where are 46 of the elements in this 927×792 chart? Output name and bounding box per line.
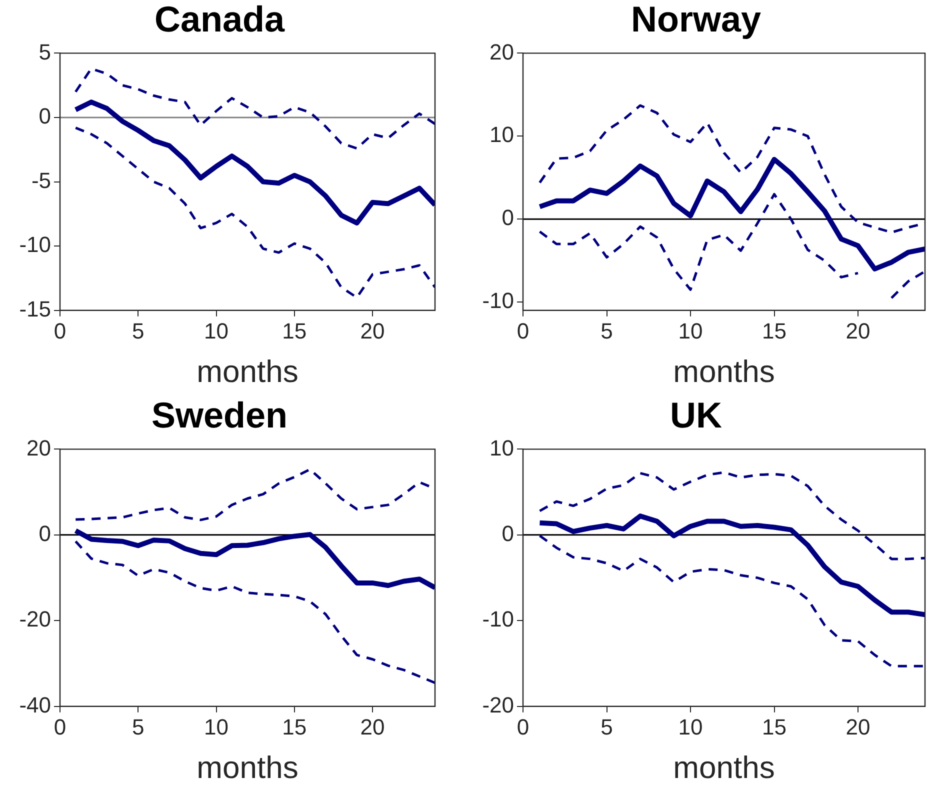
x-tick-label: 15	[762, 318, 786, 344]
x-tick-label: 15	[282, 714, 307, 740]
y-tick-label: -10	[482, 288, 514, 314]
x-tick-label: 10	[204, 714, 228, 740]
chart-title: Sweden	[151, 394, 288, 436]
line-series	[538, 471, 925, 560]
chart-title: Norway	[630, 0, 762, 40]
y-tick-label: -15	[19, 296, 51, 322]
x-tick-label: 10	[678, 318, 703, 344]
x-axis-title: months	[673, 750, 775, 785]
x-axis-title: months	[196, 354, 298, 389]
y-tick-label: -10	[19, 232, 51, 258]
x-tick-label: 5	[600, 714, 613, 740]
y-tick-label: 5	[38, 39, 51, 64]
chart-title: Canada	[154, 0, 286, 40]
x-tick-label: 5	[132, 714, 144, 740]
y-tick-label: 10	[490, 435, 514, 460]
y-tick-label: -20	[19, 606, 51, 632]
x-tick-label: 20	[846, 714, 870, 740]
y-tick-label: -5	[31, 168, 51, 193]
line-series	[538, 534, 925, 668]
y-tick-label: 0	[38, 104, 51, 129]
x-tick-label: 20	[360, 318, 385, 344]
line-series	[74, 67, 435, 150]
y-tick-label: 20	[26, 435, 51, 460]
x-tick-label: 10	[678, 714, 703, 740]
x-tick-label: 10	[204, 318, 228, 344]
x-axis-title: months	[673, 354, 775, 389]
x-axis-title: months	[196, 750, 298, 785]
x-tick-label: 20	[846, 318, 870, 344]
x-tick-label: 15	[282, 318, 307, 344]
y-tick-label: -40	[19, 692, 51, 718]
x-tick-label: 5	[132, 318, 144, 344]
y-tick-label: 0	[38, 520, 51, 546]
line-series	[74, 540, 435, 684]
x-tick-label: 15	[762, 714, 786, 740]
y-tick-label: 0	[502, 205, 514, 230]
y-tick-label: -20	[482, 692, 514, 718]
x-tick-label: 5	[600, 318, 613, 344]
y-tick-label: 20	[490, 39, 514, 64]
line-series	[74, 126, 435, 299]
chart-title: UK	[670, 394, 722, 436]
y-tick-label: -10	[482, 606, 514, 632]
x-tick-label: 20	[360, 714, 385, 740]
y-tick-label: 0	[502, 520, 514, 546]
y-tick-label: 10	[490, 122, 514, 148]
